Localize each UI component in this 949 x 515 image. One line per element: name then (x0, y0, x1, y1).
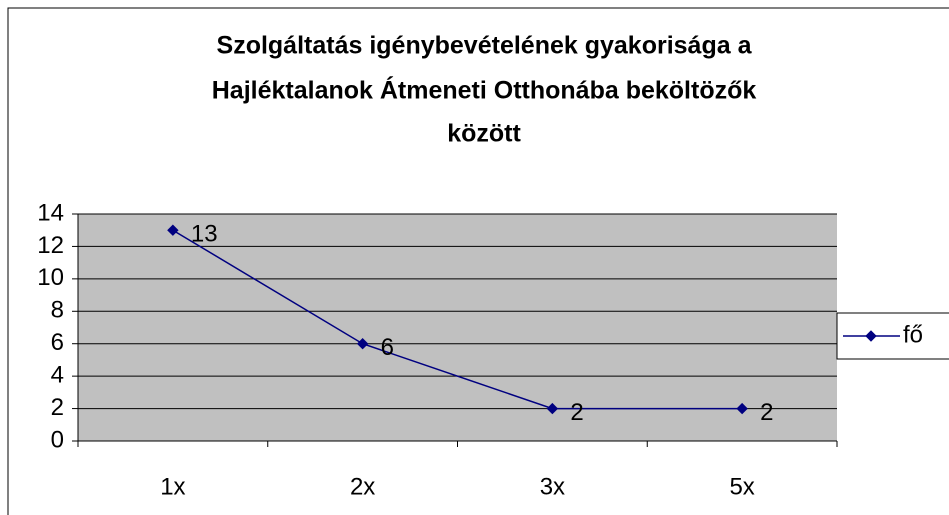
x-tick-label: 3x (540, 473, 565, 500)
x-tick-label: 2x (350, 473, 375, 500)
data-label: 2 (570, 399, 583, 426)
plot-area (78, 214, 837, 441)
y-tick-label: 12 (37, 232, 64, 259)
data-label: 2 (760, 399, 773, 426)
chart-title: Hajléktalanok Átmeneti Otthonába beköltö… (212, 76, 757, 105)
y-tick-label: 0 (51, 426, 64, 453)
marker (736, 402, 748, 415)
y-tick-label: 14 (37, 199, 64, 226)
y-tick-label: 4 (51, 361, 64, 388)
y-tick-label: 2 (51, 394, 64, 421)
y-tick-label: 10 (37, 264, 64, 291)
x-tick-label: 1x (160, 473, 185, 500)
legend-marker (865, 330, 877, 342)
marker (356, 338, 369, 350)
x-tick-label: 5x (729, 473, 754, 500)
chart-title: Szolgáltatás igénybevételének gyakoriság… (217, 32, 753, 60)
y-tick-label: 8 (51, 297, 64, 324)
y-tick-label: 6 (51, 329, 64, 356)
data-label: 6 (381, 334, 394, 361)
legend-label: fő (903, 321, 923, 348)
marker (167, 224, 179, 236)
marker (546, 402, 559, 415)
chart-title: között (447, 120, 521, 148)
data-label: 13 (191, 221, 218, 248)
line (172, 229, 743, 410)
